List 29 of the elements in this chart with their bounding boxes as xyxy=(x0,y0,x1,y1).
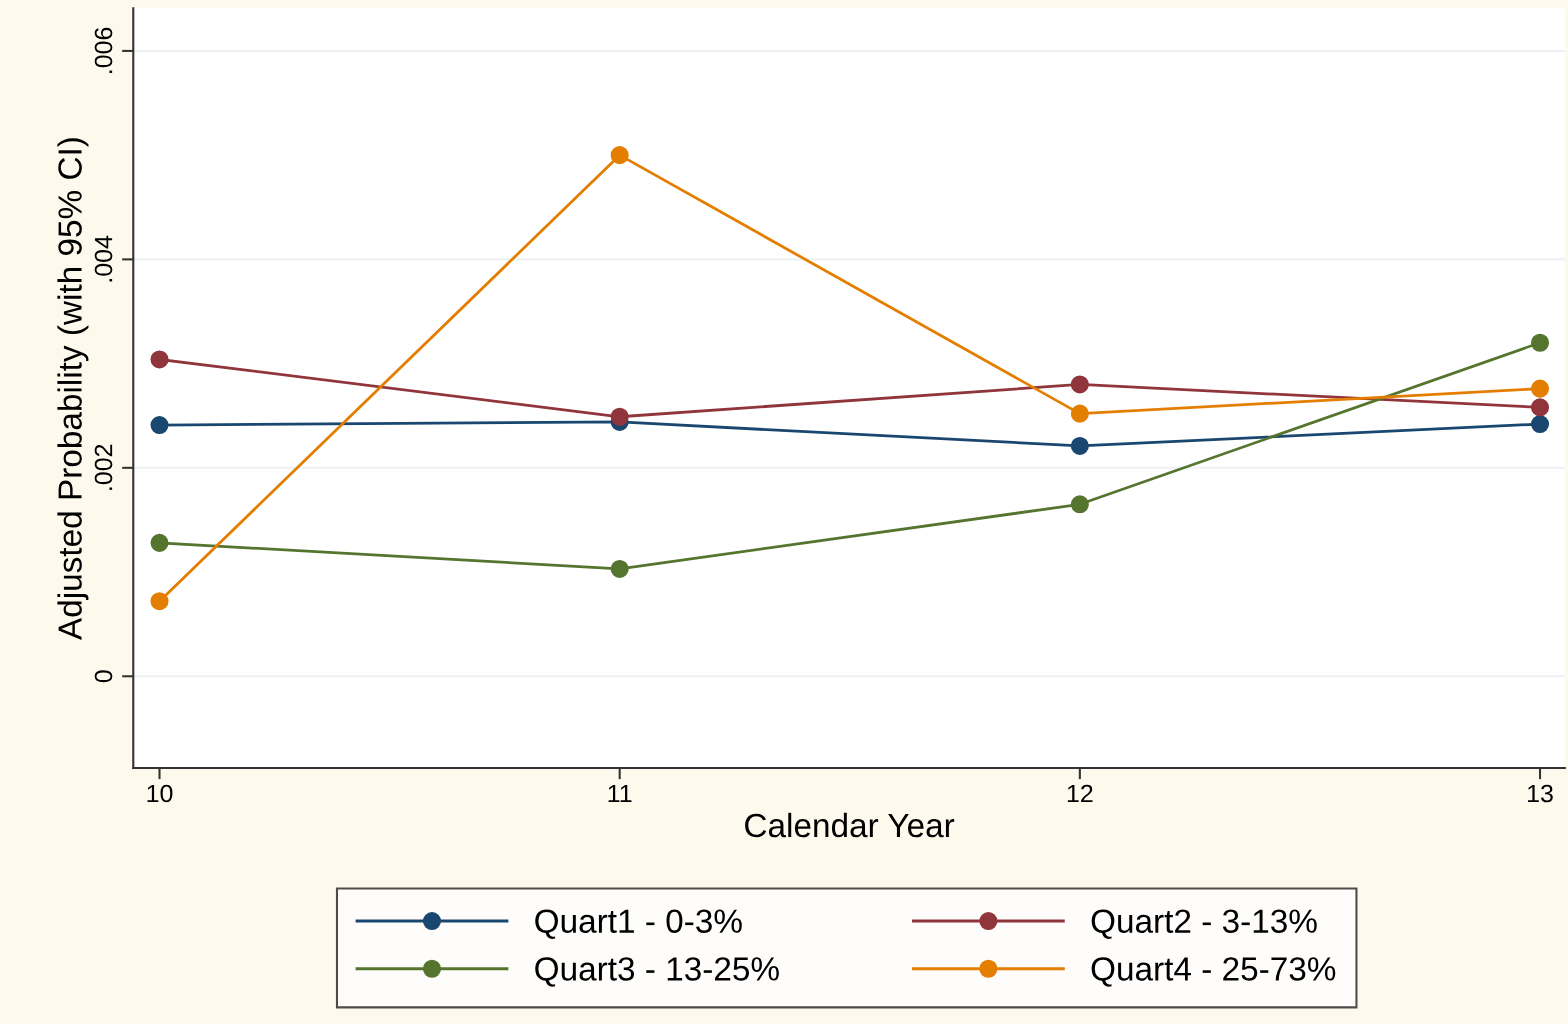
point xyxy=(610,559,629,578)
y-tick-label: .002 xyxy=(94,444,113,490)
point xyxy=(1530,379,1550,398)
point xyxy=(1070,404,1089,423)
legend-label: Quart1 - 0-3% xyxy=(535,909,742,939)
point xyxy=(1070,436,1089,455)
y-axis-title: Adjusted Probability (with 95% CI) xyxy=(57,138,89,640)
point xyxy=(610,407,629,426)
point xyxy=(1530,398,1550,417)
point xyxy=(1530,415,1550,434)
point xyxy=(150,533,169,552)
y-tick-label: .004 xyxy=(94,235,113,282)
point xyxy=(1070,375,1089,394)
point xyxy=(1070,495,1089,514)
point xyxy=(1530,333,1550,352)
x-axis-title: Calendar Year xyxy=(745,812,955,838)
point xyxy=(610,146,629,165)
point xyxy=(150,350,169,369)
y-tick-label: .006 xyxy=(94,27,113,73)
x-tick-label: 12 xyxy=(1067,784,1093,803)
x-tick-label: 11 xyxy=(608,784,632,803)
point xyxy=(150,592,169,611)
y-tick-label: 0 xyxy=(94,670,113,683)
x-tick-label: 13 xyxy=(1528,784,1553,803)
x-tick-label: 10 xyxy=(147,784,173,803)
legend-label: Quart3 - 13-25% xyxy=(535,957,779,987)
legend-label: Quart2 - 3-13% xyxy=(1091,909,1317,939)
point xyxy=(150,416,169,435)
legend-label: Quart4 - 25-73% xyxy=(1091,957,1336,987)
